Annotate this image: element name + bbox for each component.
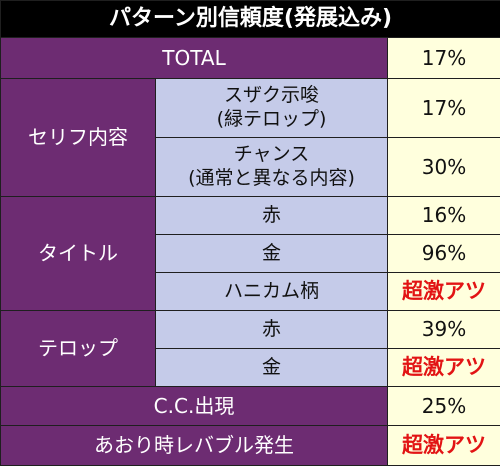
telop-gold-label: 金 [156, 349, 388, 387]
table-row-aori: あおり時レバブル発生 超激アツ [1, 426, 500, 466]
telop-label: テロップ [1, 311, 156, 387]
total-label: TOTAL [1, 38, 388, 79]
title-honeycomb-value: 超激アツ [388, 273, 500, 311]
serifu-item-suzaku-line1: スザク示唆 [224, 84, 319, 108]
table-row-title-red: タイトル 赤 16% [1, 197, 500, 235]
title-group-label: タイトル [1, 197, 156, 311]
title-honeycomb-label: ハニカム柄 [156, 273, 388, 311]
table-row-serifu-1: セリフ内容 スザク示唆 (緑テロップ) 17% [1, 79, 500, 138]
cc-value: 25% [388, 387, 500, 426]
table-row-telop-red: テロップ 赤 39% [1, 311, 500, 349]
aori-value: 超激アツ [388, 426, 500, 466]
serifu-item-suzaku: スザク示唆 (緑テロップ) [156, 79, 388, 138]
cc-label: C.C.出現 [1, 387, 388, 426]
serifu-item-suzaku-line2: (緑テロップ) [217, 108, 327, 132]
serifu-suzaku-value: 17% [388, 79, 500, 138]
telop-red-value: 39% [388, 311, 500, 349]
title-red-label: 赤 [156, 197, 388, 235]
telop-gold-value: 超激アツ [388, 349, 500, 387]
serifu-label: セリフ内容 [1, 79, 156, 197]
table-row-cc: C.C.出現 25% [1, 387, 500, 426]
table-row-total: TOTAL 17% [1, 38, 500, 79]
serifu-chance-value: 30% [388, 138, 500, 197]
total-value: 17% [388, 38, 500, 79]
serifu-item-chance-line2: (通常と異なる内容) [188, 167, 355, 191]
title-gold-value: 96% [388, 235, 500, 273]
serifu-item-chance: チャンス (通常と異なる内容) [156, 138, 388, 197]
aori-label: あおり時レバブル発生 [1, 426, 388, 466]
telop-red-label: 赤 [156, 311, 388, 349]
title-gold-label: 金 [156, 235, 388, 273]
table-title: パターン別信頼度(発展込み) [1, 1, 500, 38]
serifu-item-chance-line1: チャンス [234, 143, 309, 167]
title-red-value: 16% [388, 197, 500, 235]
